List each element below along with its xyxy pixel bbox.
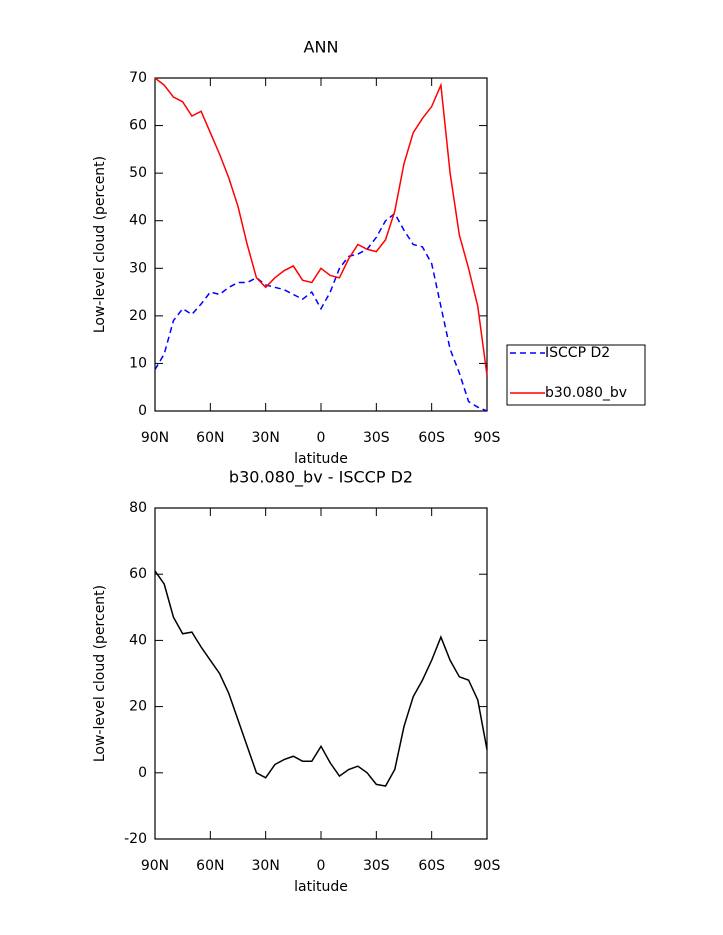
plot-frame	[154, 507, 488, 840]
x-tick-label: 0	[317, 858, 326, 874]
x-tick-label: 30N	[252, 430, 280, 446]
y-tick-label: 10	[129, 355, 147, 371]
x-tick-label: 60N	[196, 430, 224, 446]
chart-title: ANN	[304, 38, 339, 57]
series-line	[154, 570, 488, 787]
y-axis-label: Low-level cloud (percent)	[92, 585, 108, 762]
x-tick-label: 0	[317, 430, 326, 446]
legend-frame	[506, 344, 646, 406]
y-tick-label: 40	[129, 632, 147, 648]
x-tick-label: 60S	[418, 858, 445, 874]
x-axis-label: latitude	[294, 451, 348, 467]
y-tick-label: -20	[124, 831, 147, 847]
x-tick-label: 30N	[252, 858, 280, 874]
x-tick-label: 90N	[141, 430, 169, 446]
x-tick-label: 60N	[196, 858, 224, 874]
y-tick-label: 60	[129, 118, 147, 134]
series-line	[154, 212, 488, 412]
y-tick-label: 50	[129, 165, 147, 181]
series-line	[154, 77, 488, 376]
y-axis-label: Low-level cloud (percent)	[92, 156, 108, 333]
legend-label: ISCCP D2	[545, 345, 610, 361]
legend-label: b30.080_bv	[545, 385, 627, 401]
chart-title: b30.080_bv - ISCCP D2	[229, 468, 413, 488]
y-tick-label: 20	[129, 699, 147, 715]
x-tick-label: 60S	[418, 430, 445, 446]
y-tick-label: 0	[138, 403, 147, 419]
x-tick-label: 30S	[363, 858, 390, 874]
x-tick-label: 30S	[363, 430, 390, 446]
x-tick-label: 90S	[474, 430, 501, 446]
x-tick-label: 90N	[141, 858, 169, 874]
x-tick-label: 90S	[474, 858, 501, 874]
plot-frame	[154, 77, 488, 412]
y-tick-label: 20	[129, 308, 147, 324]
y-tick-label: 40	[129, 213, 147, 229]
y-tick-label: 70	[129, 70, 147, 86]
y-tick-label: 0	[138, 765, 147, 781]
y-tick-label: 30	[129, 260, 147, 276]
y-tick-label: 60	[129, 566, 147, 582]
y-tick-label: 80	[129, 500, 147, 516]
x-axis-label: latitude	[294, 879, 348, 895]
